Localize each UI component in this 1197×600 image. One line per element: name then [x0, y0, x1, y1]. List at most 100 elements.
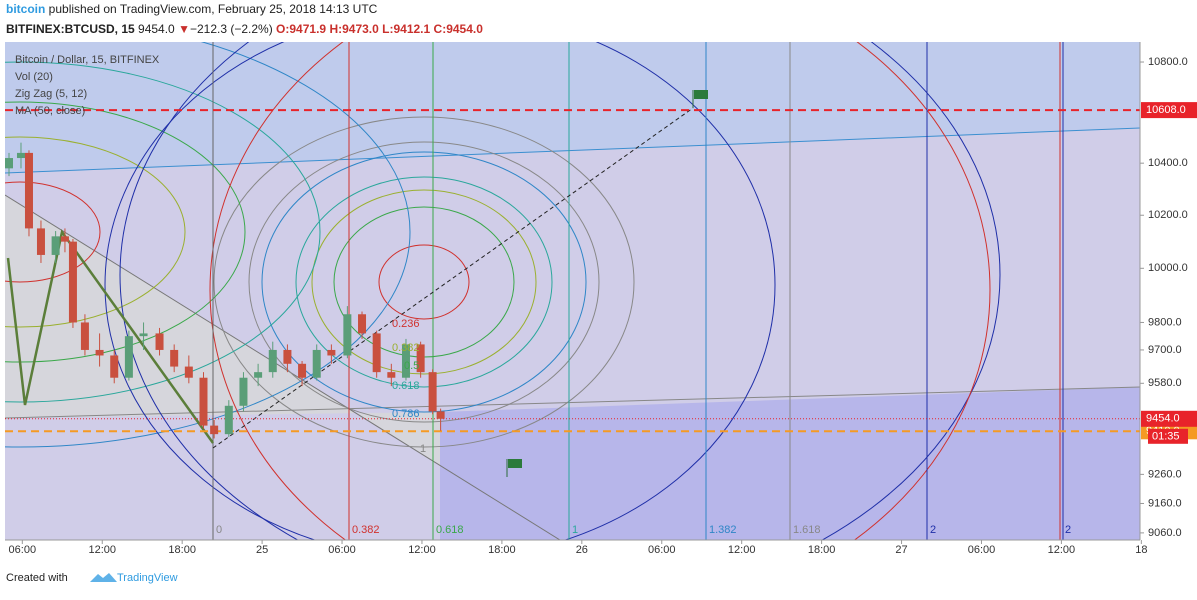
- y-tick-label: 10800.0: [1148, 56, 1188, 68]
- candle-body: [428, 372, 437, 412]
- countdown: 01:35: [1152, 431, 1180, 443]
- candle-body: [298, 363, 307, 378]
- fib-level-label: 0.5: [404, 360, 419, 372]
- candle-body: [312, 349, 321, 378]
- y-tick-label: 9060.0: [1148, 527, 1182, 539]
- candle-body: [283, 349, 292, 364]
- y-tick-label: 9800.0: [1148, 316, 1182, 328]
- footer-text: Created with: [6, 572, 68, 584]
- legend-item: MA (50, close): [15, 105, 85, 117]
- x-tick-label: 18:00: [168, 544, 196, 556]
- published: published on TradingView.com, February 2…: [49, 2, 378, 16]
- legend-item: Vol (20): [15, 71, 53, 83]
- candle-body: [16, 152, 25, 159]
- symbol: BITFINEX:BTCUSD, 15: [6, 22, 135, 36]
- y-tick-label: 9700.0: [1148, 344, 1182, 356]
- arrow: ▼: [178, 22, 190, 36]
- flag: [506, 459, 522, 477]
- candle-body: [254, 372, 263, 378]
- ohlc: L:9412.1: [382, 22, 430, 36]
- trend-line: [5, 386, 1140, 419]
- y-tick-label: 9260.0: [1148, 468, 1182, 480]
- header: bitcoin published on TradingView.com, Fe…: [6, 2, 378, 16]
- x-tick-label: 12:00: [1048, 544, 1076, 556]
- x-tick-label: 26: [576, 544, 588, 556]
- fib-time-label: 2: [1065, 524, 1071, 536]
- trend-line: [5, 127, 1140, 174]
- candle-body: [239, 377, 248, 406]
- ohlc: H:9473.0: [329, 22, 379, 36]
- x-tick-label: 12:00: [408, 544, 436, 556]
- candle-body: [358, 314, 367, 334]
- candle-body: [401, 344, 410, 378]
- y-tick-label: 9160.0: [1148, 497, 1182, 509]
- candle-body: [36, 228, 45, 255]
- flag: [692, 90, 708, 108]
- last: 9454.0: [138, 22, 175, 36]
- ohlc: C:9454.0: [434, 22, 484, 36]
- candle-body: [95, 349, 104, 356]
- candle-body: [416, 344, 425, 373]
- footer-brand[interactable]: TradingView: [117, 572, 178, 584]
- fib-level-label: 0.236: [392, 318, 420, 330]
- zigzag: [6, 228, 215, 444]
- marks: [5, 109, 1140, 439]
- ohlc: O:9471.9: [276, 22, 326, 36]
- symbol-line: BITFINEX:BTCUSD, 15 9454.0 ▼−212.3 (−2.2…: [6, 22, 483, 36]
- last-price-box: [1141, 410, 1197, 427]
- x-tick-label: 18:00: [488, 544, 516, 556]
- candle-body: [387, 372, 396, 378]
- drawings: [5, 42, 1140, 540]
- fib-time-label: 2: [930, 524, 936, 536]
- price-line-label: 10608.0: [1146, 104, 1186, 116]
- x-tick-label: 25: [256, 544, 268, 556]
- author: bitcoin: [6, 2, 45, 16]
- last-price-label: 9454.0: [1146, 413, 1180, 425]
- legend-item: Bitcoin / Dollar, 15, BITFINEX: [15, 54, 160, 66]
- candle-body: [68, 241, 77, 323]
- projection-line: [212, 107, 694, 449]
- x-tick-label: 06:00: [968, 544, 996, 556]
- fib-time-label: 0.618: [436, 524, 464, 536]
- candle-body: [155, 333, 164, 350]
- logo: [90, 573, 117, 582]
- y-tick-label: 9580.0: [1148, 377, 1182, 389]
- price-line-box: [1141, 102, 1197, 119]
- fib-time-label: 0.382: [352, 524, 380, 536]
- candle-body: [60, 236, 69, 242]
- candle-body: [224, 405, 233, 435]
- candle-body: [184, 366, 193, 378]
- x-tick-label: 12:00: [728, 544, 756, 556]
- candle-body: [436, 411, 445, 419]
- candle-body: [124, 336, 133, 378]
- fib-time-label: 1: [572, 524, 578, 536]
- fib-time-lines: [212, 42, 1064, 540]
- candle-body: [24, 152, 33, 229]
- fib-time-label: 0: [216, 524, 222, 536]
- fib-level-label: 1: [420, 443, 426, 455]
- candle-body: [210, 425, 219, 435]
- candle-body: [80, 322, 89, 350]
- x-tick-label: 18: [1135, 544, 1147, 556]
- x-tick-label: 06:00: [648, 544, 676, 556]
- candle-body: [170, 349, 179, 367]
- y-tick-label: 10400.0: [1148, 157, 1188, 169]
- fib-level-label: 0.382: [392, 342, 420, 354]
- x-tick-label: 18:00: [808, 544, 836, 556]
- x-tick-label: 06:00: [328, 544, 356, 556]
- countdown-box: [1148, 428, 1188, 444]
- fib-time-label: 1.618: [793, 524, 821, 536]
- candle-body: [343, 314, 352, 356]
- candle-body: [51, 236, 60, 255]
- candle-body: [139, 333, 148, 337]
- fib-time-label: 1.382: [709, 524, 737, 536]
- change: −212.3 (−2.2%): [190, 22, 273, 36]
- candle-body: [327, 349, 336, 356]
- candle-body: [372, 333, 381, 373]
- legend-item: Zig Zag (5, 12): [15, 88, 87, 100]
- zone-channel: [5, 42, 1140, 173]
- trend-line: [5, 194, 561, 540]
- y-tick-label: 10200.0: [1148, 209, 1188, 221]
